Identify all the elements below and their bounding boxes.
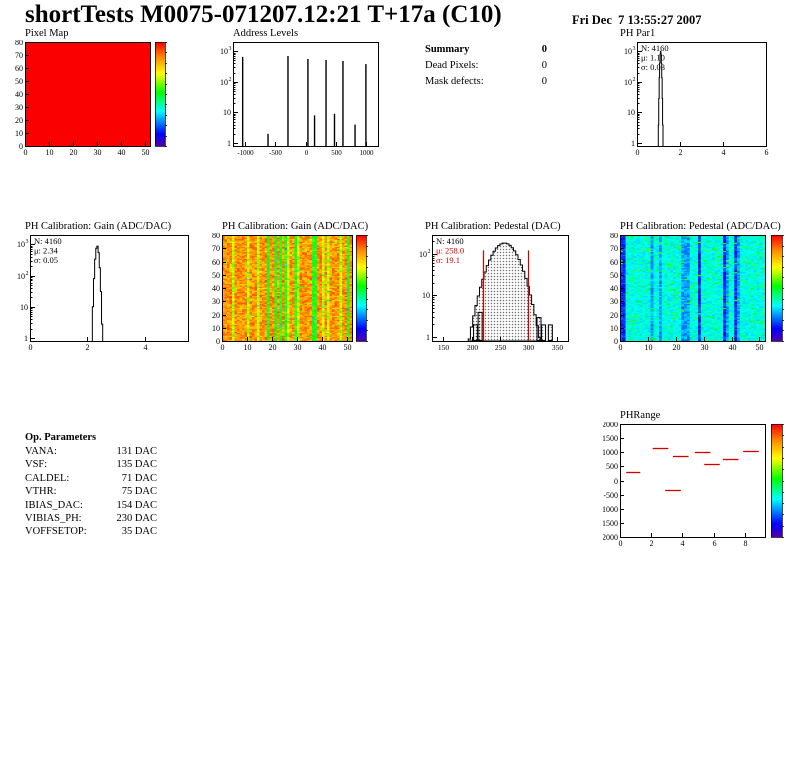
summary-header-row: Summary 0 [425, 42, 547, 58]
op-param-row-vana: VANA: 131 DAC [25, 445, 157, 458]
summary-row-label: Dead Pixels: [425, 60, 479, 71]
op-param-value: 75 DAC [121, 486, 157, 498]
gain-map-plot [205, 233, 390, 358]
report-title: shortTests M0075-071207.12:21 T+17a (C10… [25, 1, 502, 28]
address-levels-plot [216, 40, 391, 165]
pedestal-map-plot [603, 233, 796, 358]
ph-par1-plot [610, 40, 796, 165]
op-param-value: 230 DAC [116, 513, 157, 525]
pixel-map-title: Pixel Map [25, 28, 69, 39]
ph-par1-title: PH Par1 [620, 28, 656, 39]
op-param-label: CALDEL: [25, 472, 70, 484]
ph-range-plot [603, 422, 796, 554]
op-param-value: 135 DAC [116, 459, 157, 471]
op-param-row-vibias-ph: VIBIAS_PH: 230 DAC [25, 512, 157, 525]
gain-map-title: PH Calibration: Gain (ADC/DAC) [222, 221, 369, 232]
op-parameters-title: Op. Parameters [25, 432, 97, 443]
gain-hist-plot [8, 233, 208, 358]
op-param-label: IBIAS_DAC: [25, 499, 83, 511]
gain-hist-title: PH Calibration: Gain (ADC/DAC) [25, 221, 172, 232]
op-param-row-ibias-dac: IBIAS_DAC: 154 DAC [25, 499, 157, 512]
pedestal-hist-plot [415, 233, 580, 358]
op-param-value: 35 DAC [121, 526, 157, 538]
op-parameters-block: Op. Parameters VANA: 131 DAC VSF: 135 DA… [25, 430, 157, 539]
op-param-row-voffsetop: VOFFSETOP: 35 DAC [25, 525, 157, 538]
address-levels-title: Address Levels [233, 28, 299, 39]
summary-row-value: 0 [541, 76, 547, 87]
pixel-map-plot [8, 40, 178, 165]
summary-row-label: Mask defects: [425, 76, 484, 87]
op-param-label: VSF: [25, 459, 48, 471]
op-param-label: VOFFSETOP: [25, 526, 87, 538]
op-param-value: 154 DAC [116, 499, 157, 511]
summary-row-value: 0 [541, 60, 547, 71]
op-param-label: VANA: [25, 446, 57, 457]
summary-title: Summary [425, 44, 470, 55]
summary-block: Summary 0 Dead Pixels: 0 Mask defects: 0 [425, 42, 547, 90]
pedestal-map-title: PH Calibration: Pedestal (ADC/DAC) [620, 221, 781, 232]
ph-range-title: PHRange [620, 410, 661, 421]
summary-value: 0 [541, 44, 547, 55]
summary-row-mask-defects: Mask defects: 0 [425, 74, 547, 90]
op-param-row-caldel: CALDEL: 71 DAC [25, 472, 157, 485]
op-param-label: VTHR: [25, 486, 57, 498]
op-param-value: 71 DAC [121, 472, 157, 484]
op-param-row-vthr: VTHR: 75 DAC [25, 485, 157, 498]
op-param-row-vsf: VSF: 135 DAC [25, 458, 157, 471]
report-datetime: Fri Dec 7 13:55:27 2007 [572, 13, 702, 27]
summary-row-dead-pixels: Dead Pixels: 0 [425, 58, 547, 74]
pedestal-hist-title: PH Calibration: Pedestal (DAC) [425, 221, 561, 232]
op-param-label: VIBIAS_PH: [25, 513, 82, 525]
op-param-value: 131 DAC [116, 446, 157, 457]
